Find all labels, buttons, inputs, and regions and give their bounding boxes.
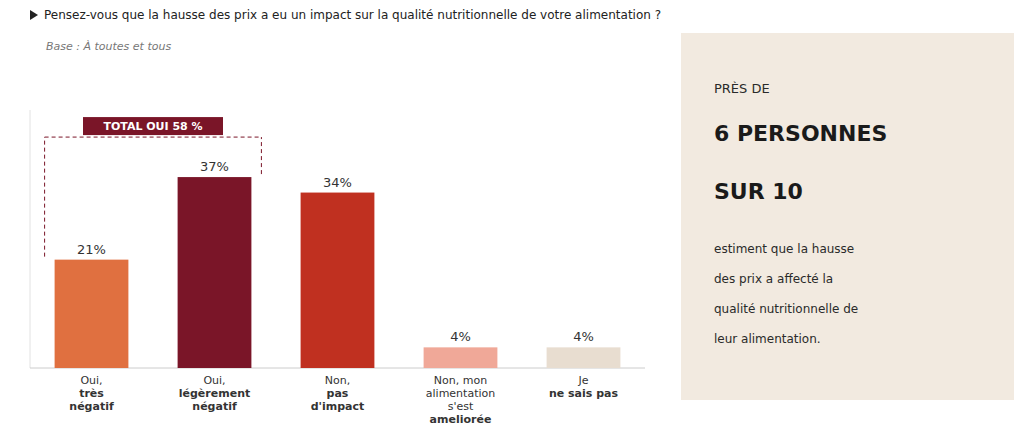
bracket: TOTAL OUI 58 % xyxy=(45,117,262,257)
category-label: Oui,trèsnégatif xyxy=(69,374,114,413)
info-text: PRÈS DE 6 PERSONNES SUR 10 estiment que la … xyxy=(714,81,887,346)
data-label: 4% xyxy=(450,329,471,344)
category-line: Je xyxy=(577,374,588,387)
category-label: Non,pasd'impact xyxy=(311,374,365,413)
info-line: qualité nutritionnelle de xyxy=(714,302,858,316)
category-label: Oui,légèrementnégatif xyxy=(179,374,250,413)
title: Pensez-vous que la hausse des prix a eu … xyxy=(44,8,661,22)
chart-container: Pensez-vous que la hausse des prix a eu … xyxy=(0,0,1024,437)
category-line: ne sais pas xyxy=(549,387,619,400)
info-line: des prix a affecté la xyxy=(714,272,833,286)
bracket-line xyxy=(261,137,262,174)
data-label: 37% xyxy=(200,159,229,174)
category-label: Non, monalimentations'estameliorée xyxy=(426,374,495,426)
category-line: pas xyxy=(327,387,349,400)
data-label: 4% xyxy=(573,329,594,344)
category-line: très xyxy=(79,387,104,400)
info-line: 6 PERSONNES xyxy=(714,121,887,146)
category-line: Oui, xyxy=(203,374,225,387)
bar xyxy=(547,347,621,368)
y-axis-line xyxy=(30,110,31,368)
bracket-line xyxy=(44,137,45,257)
subtitle: Base : À toutes et tous xyxy=(46,40,171,53)
category-line: Oui, xyxy=(80,374,102,387)
bar xyxy=(55,260,129,368)
info-line: SUR 10 xyxy=(714,179,803,204)
category-line: s'est xyxy=(448,400,474,413)
labels: 21%Oui,trèsnégatif37%Oui,légèrementnégat… xyxy=(69,159,618,426)
category-line: ameliorée xyxy=(430,413,492,426)
data-label: 34% xyxy=(323,175,352,190)
category-line: d'impact xyxy=(311,400,365,413)
info-box: PRÈS DE 6 PERSONNES SUR 10 estiment que la … xyxy=(681,33,1014,400)
info-line: estiment que la hausse xyxy=(714,242,854,256)
category-line: négatif xyxy=(69,400,114,413)
category-line: légèrement xyxy=(179,387,250,400)
info-box-bg xyxy=(681,33,1014,400)
category-label: Jene sais pas xyxy=(549,374,619,400)
info-line: PRÈS DE xyxy=(714,81,770,96)
title-marker xyxy=(30,10,38,20)
info-line: leur alimentation. xyxy=(714,332,821,346)
category-line: alimentation xyxy=(426,387,495,400)
category-line: Non, xyxy=(325,374,350,387)
total-label: TOTAL OUI 58 % xyxy=(103,120,202,133)
data-label: 21% xyxy=(77,242,106,257)
bar xyxy=(178,177,252,368)
category-line: Non, mon xyxy=(434,374,487,387)
bar xyxy=(424,347,498,368)
background xyxy=(0,0,1024,437)
chart-svg: Pensez-vous que la hausse des prix a eu … xyxy=(0,0,1024,437)
bracket-line xyxy=(45,137,262,138)
total-box xyxy=(83,117,223,135)
category-line: négatif xyxy=(192,400,237,413)
bar xyxy=(301,193,375,368)
bars xyxy=(55,177,621,368)
